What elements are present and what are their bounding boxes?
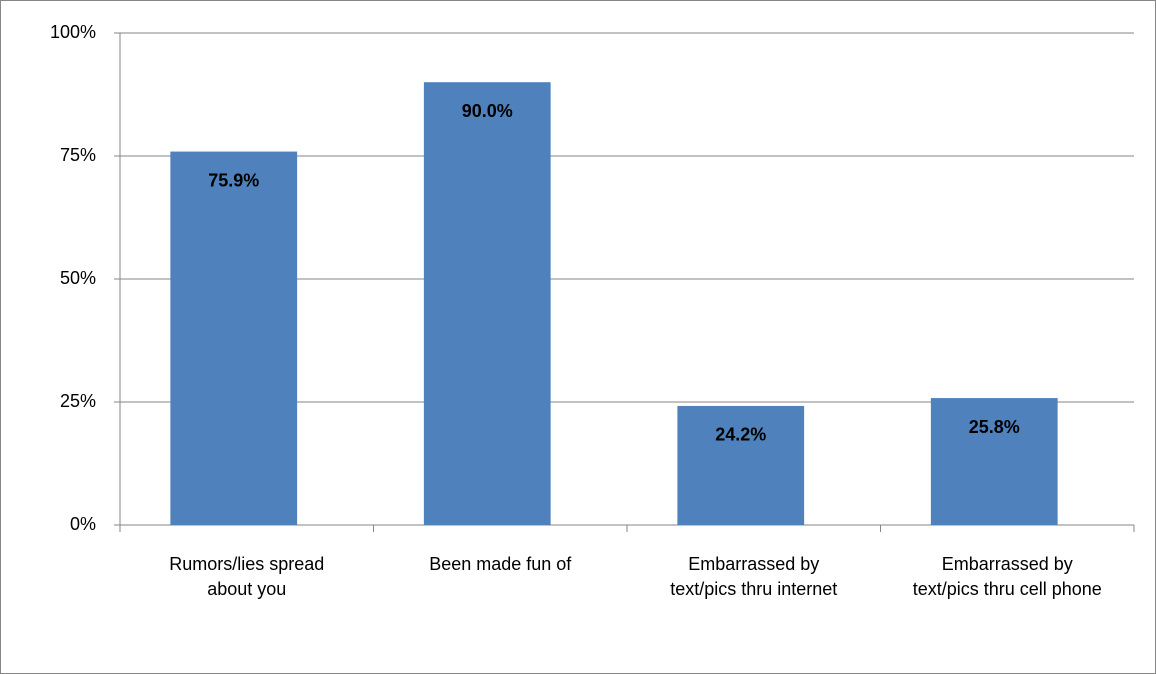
x-tick-label: Rumors/lies spread about you xyxy=(169,554,325,599)
bar xyxy=(423,82,551,525)
x-tick-label: Been made fun of xyxy=(429,554,572,574)
y-tick-label: 0% xyxy=(70,514,96,534)
bar xyxy=(677,405,805,525)
y-tick-label: 50% xyxy=(60,268,96,288)
y-tick-label: 100% xyxy=(50,22,96,42)
y-tick-label: 25% xyxy=(60,391,96,411)
data-label: 24.2% xyxy=(715,425,766,445)
data-label: 25.8% xyxy=(969,417,1020,437)
bar xyxy=(170,151,298,525)
data-label: 90.0% xyxy=(462,101,513,121)
x-tick-label: Embarrassed by text/pics thru cell phone xyxy=(912,554,1102,599)
y-tick-label: 75% xyxy=(60,145,96,165)
x-tick-label: Embarrassed by text/pics thru internet xyxy=(670,554,838,599)
bar xyxy=(930,398,1058,525)
data-label: 75.9% xyxy=(208,170,259,190)
